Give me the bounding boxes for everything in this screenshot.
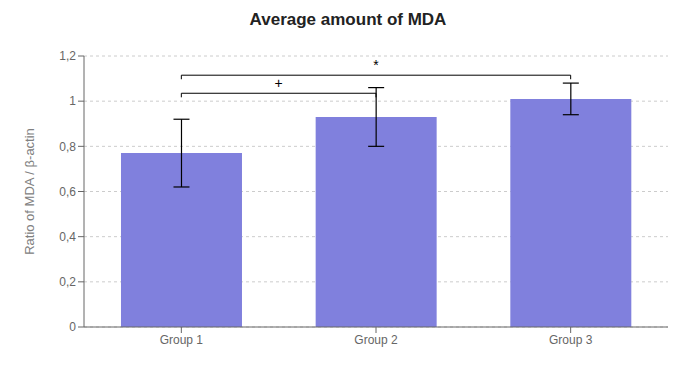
svg-text:+: +	[275, 75, 283, 91]
svg-text:0,2: 0,2	[59, 275, 76, 289]
svg-text:0,8: 0,8	[59, 140, 76, 154]
svg-text:*: *	[373, 57, 379, 73]
svg-text:Group 1: Group 1	[160, 333, 204, 347]
svg-text:0: 0	[69, 320, 76, 334]
svg-text:Group 3: Group 3	[549, 333, 593, 347]
svg-text:0,4: 0,4	[59, 230, 76, 244]
svg-text:Group 2: Group 2	[354, 333, 398, 347]
svg-text:1: 1	[69, 94, 76, 108]
html-text:Average amount of MDA: Average amount of MDA	[249, 10, 447, 29]
svg-text:0,6: 0,6	[59, 185, 76, 199]
svg-text:Ratio of MDA / β-actin: Ratio of MDA / β-actin	[22, 128, 37, 255]
svg-text:1,2: 1,2	[59, 49, 76, 63]
